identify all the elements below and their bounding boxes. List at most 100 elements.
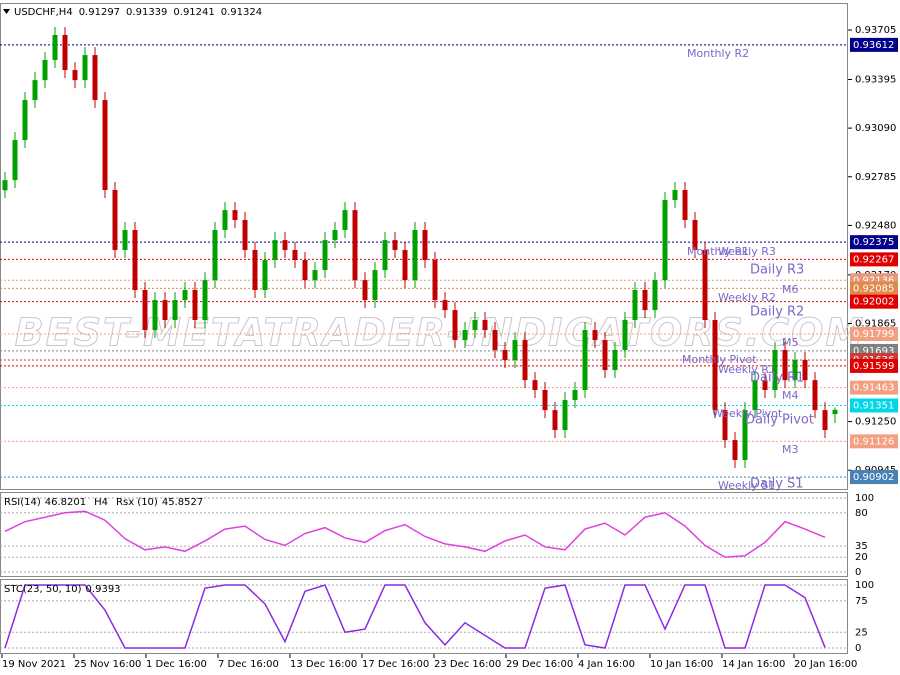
indicator-title: STC(23, 50, 10) 0.9393 xyxy=(4,584,121,595)
price-tag xyxy=(850,380,898,395)
candle-body xyxy=(542,390,548,411)
candle-body xyxy=(682,190,688,220)
candle-body xyxy=(442,300,448,311)
price-tag xyxy=(850,434,898,449)
price-tag xyxy=(850,235,898,250)
indicator-line xyxy=(4,510,826,558)
candle-body xyxy=(372,270,378,301)
candle-body xyxy=(52,34,58,61)
level-label: M3 xyxy=(782,443,799,456)
candle-body xyxy=(672,190,678,201)
text-part: STC(23, 50, 10) xyxy=(4,584,82,595)
level-label: Weekly S1 xyxy=(718,479,775,492)
y-tick-label: 35 xyxy=(855,541,868,552)
candle-body xyxy=(602,340,608,371)
price-tag-label: 0.91126 xyxy=(853,436,894,447)
price-tag-label: 0.91599 xyxy=(853,361,894,372)
y-tick-label: 25 xyxy=(855,627,868,638)
candle-body xyxy=(302,260,308,281)
level-label: Weekly R3 xyxy=(718,245,776,258)
candle-body xyxy=(62,34,68,71)
candle-body xyxy=(572,390,578,401)
candle-body xyxy=(802,360,808,381)
candle-body xyxy=(752,380,758,411)
candle-body xyxy=(2,180,8,191)
y-tick-label: 0.91865 xyxy=(855,318,896,329)
candle-body xyxy=(142,290,148,331)
price-tag-label: 0.91693 xyxy=(853,346,894,357)
price-tag-label: 0.91799 xyxy=(853,329,894,340)
main-panel xyxy=(0,3,848,490)
candle-body xyxy=(152,300,158,331)
candle-body xyxy=(332,230,338,241)
candle-body xyxy=(42,60,48,81)
candle-body xyxy=(12,140,18,181)
candle-body xyxy=(72,70,78,81)
y-tick-label: 0.92785 xyxy=(855,172,896,183)
candle-body xyxy=(282,240,288,250)
candle-body xyxy=(742,410,748,461)
price-tag xyxy=(850,252,898,267)
price-tag-label: 0.91463 xyxy=(853,383,894,394)
text-part: 0.91241 xyxy=(173,7,214,18)
x-tick-label: 7 Dec 16:00 xyxy=(218,659,279,670)
candle-body xyxy=(382,240,388,271)
candle-body xyxy=(432,260,438,301)
price-tag xyxy=(850,327,898,342)
candle-body xyxy=(642,290,648,311)
price-tag xyxy=(850,294,898,309)
price-tag-label: 0.92085 xyxy=(853,283,894,294)
price-tag-label: 0.92375 xyxy=(853,237,894,248)
candle-body xyxy=(562,400,568,431)
candle-body xyxy=(632,290,638,320)
candle-body xyxy=(202,280,208,320)
candle-body xyxy=(272,240,278,261)
candle-body xyxy=(592,330,598,341)
price-tag-label: 0.90902 xyxy=(853,472,894,483)
indicator-title: RSI(14) 46.8201 H4 Rsx (10) 45.8527 xyxy=(4,497,203,508)
y-tick-label: 100 xyxy=(855,493,874,504)
candle-body xyxy=(582,330,588,391)
candle-body xyxy=(312,270,318,281)
candle-body xyxy=(462,330,468,341)
text-part: 46.8201 xyxy=(45,497,86,508)
text-part: 0.9393 xyxy=(86,584,121,595)
price-tag xyxy=(850,281,898,296)
candle-body xyxy=(32,80,38,101)
candle-body xyxy=(232,210,238,220)
text-part: USDCHF,H4 xyxy=(14,7,73,18)
x-tick-label: 1 Dec 16:00 xyxy=(146,659,207,670)
candle-body xyxy=(532,380,538,391)
text-part: 45.8527 xyxy=(162,497,203,508)
level-label: Weekly R1 xyxy=(718,363,776,376)
level-label: Weekly Pivot xyxy=(712,407,783,420)
level-label: Daily R1 xyxy=(750,371,804,386)
y-tick-label: 80 xyxy=(855,508,868,519)
y-tick-label: 0.91250 xyxy=(855,417,896,428)
candle-body xyxy=(452,310,458,341)
x-tick-label: 23 Dec 16:00 xyxy=(434,659,501,670)
candle-body xyxy=(502,349,508,361)
candle-body xyxy=(122,230,128,250)
candle-body xyxy=(392,240,398,250)
y-tick-label: 75 xyxy=(855,596,868,607)
candle-body xyxy=(692,219,698,250)
candle-body xyxy=(652,280,658,311)
level-label: Daily R2 xyxy=(750,305,804,320)
x-tick-label: 10 Jan 16:00 xyxy=(650,659,713,670)
candle-body xyxy=(512,340,518,361)
y-tick-label: 0 xyxy=(855,567,861,578)
price-tag-label: 0.92002 xyxy=(853,297,894,308)
level-label: Weekly R2 xyxy=(718,291,776,304)
price-tag xyxy=(850,358,898,373)
y-tick-label: 0.93395 xyxy=(855,74,896,85)
header-marker xyxy=(3,9,10,14)
y-tick-label: 0.93705 xyxy=(855,25,896,36)
level-label: M6 xyxy=(782,283,799,296)
candle-body xyxy=(722,410,728,441)
candle-body xyxy=(262,260,268,291)
candle-body xyxy=(242,219,248,250)
candle-body xyxy=(812,380,818,411)
price-tag xyxy=(850,470,898,485)
